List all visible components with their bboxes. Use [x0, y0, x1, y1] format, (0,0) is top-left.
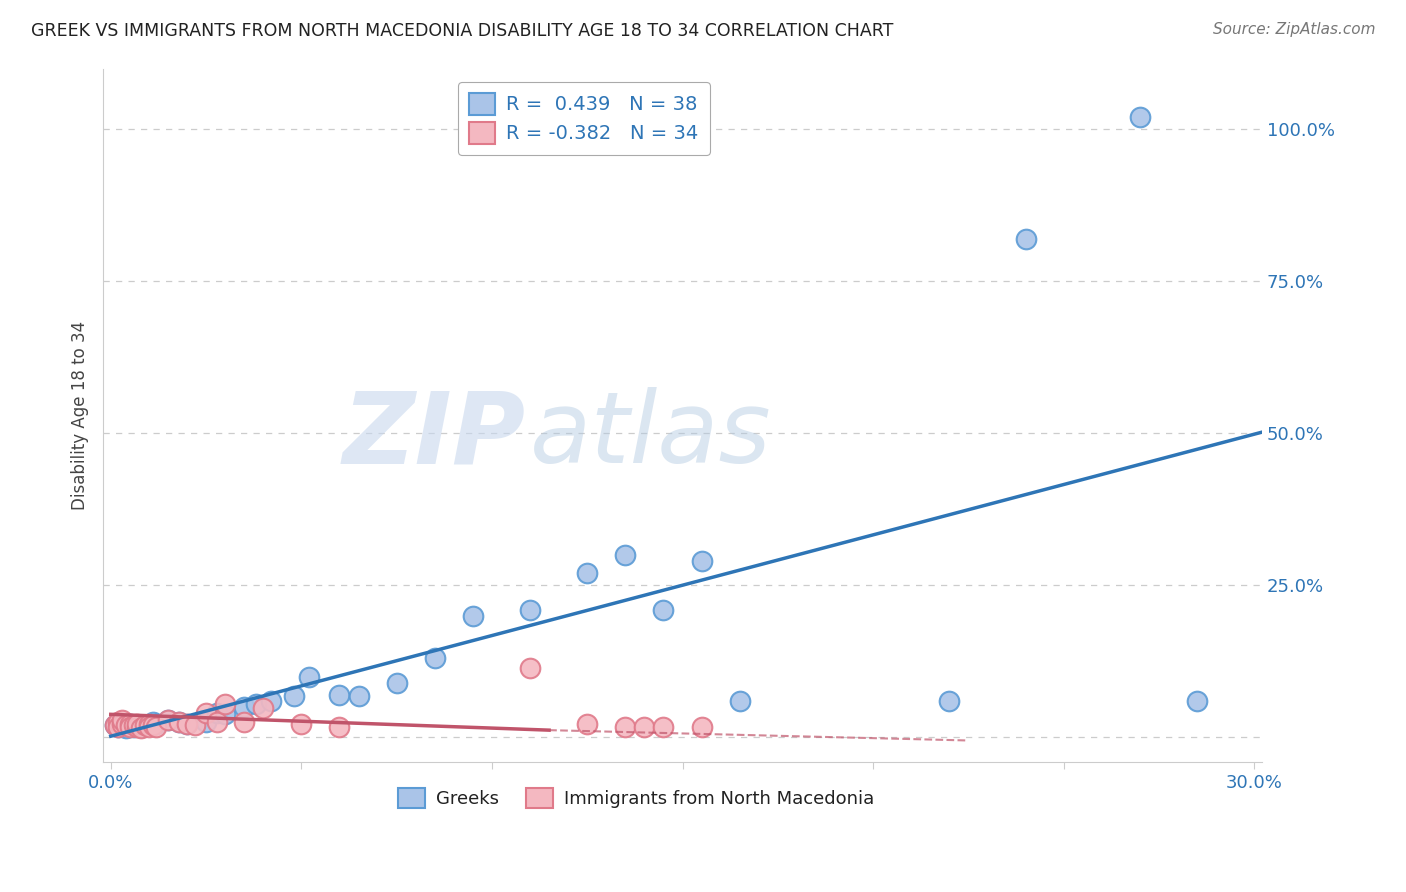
Point	[347, 689, 370, 703]
Point	[103, 718, 125, 732]
Point	[111, 717, 134, 731]
Point	[122, 719, 145, 733]
Point	[138, 719, 160, 733]
Point	[690, 719, 713, 733]
Point	[107, 719, 129, 733]
Point	[690, 554, 713, 568]
Point	[176, 717, 198, 731]
Point	[138, 718, 160, 732]
Point	[1185, 694, 1208, 708]
Point	[195, 706, 218, 720]
Point	[107, 719, 129, 733]
Point	[142, 718, 165, 732]
Legend: Greeks, Immigrants from North Macedonia: Greeks, Immigrants from North Macedonia	[391, 780, 882, 815]
Point	[423, 651, 446, 665]
Point	[145, 719, 167, 733]
Point	[169, 715, 191, 730]
Point	[207, 706, 229, 720]
Point	[290, 717, 312, 731]
Point	[652, 719, 675, 733]
Point	[142, 715, 165, 730]
Point	[283, 689, 305, 703]
Point	[111, 717, 134, 731]
Point	[118, 717, 141, 731]
Point	[519, 603, 541, 617]
Point	[519, 660, 541, 674]
Point	[576, 717, 599, 731]
Point	[1014, 232, 1036, 246]
Point	[461, 608, 484, 623]
Point	[115, 718, 138, 732]
Point	[145, 717, 167, 731]
Point	[252, 701, 274, 715]
Point	[103, 718, 125, 732]
Point	[298, 670, 321, 684]
Point	[195, 715, 218, 730]
Point	[233, 700, 256, 714]
Point	[156, 714, 179, 728]
Point	[134, 718, 156, 732]
Point	[328, 719, 350, 733]
Point	[111, 714, 134, 728]
Point	[127, 718, 149, 732]
Point	[385, 675, 408, 690]
Point	[207, 715, 229, 730]
Point	[260, 694, 283, 708]
Y-axis label: Disability Age 18 to 34: Disability Age 18 to 34	[72, 320, 89, 509]
Text: atlas: atlas	[530, 387, 770, 484]
Point	[127, 719, 149, 733]
Point	[118, 719, 141, 733]
Point	[127, 717, 149, 731]
Point	[118, 717, 141, 731]
Point	[176, 717, 198, 731]
Text: GREEK VS IMMIGRANTS FROM NORTH MACEDONIA DISABILITY AGE 18 TO 34 CORRELATION CHA: GREEK VS IMMIGRANTS FROM NORTH MACEDONIA…	[31, 22, 893, 40]
Point	[614, 548, 637, 562]
Point	[107, 715, 129, 730]
Point	[728, 694, 751, 708]
Point	[614, 719, 637, 733]
Point	[1129, 110, 1152, 124]
Point	[214, 697, 236, 711]
Point	[115, 722, 138, 736]
Point	[156, 714, 179, 728]
Point	[245, 697, 267, 711]
Point	[233, 715, 256, 730]
Point	[129, 720, 152, 734]
Point	[214, 707, 236, 722]
Point	[169, 715, 191, 730]
Point	[938, 694, 960, 708]
Point	[576, 566, 599, 581]
Point	[652, 603, 675, 617]
Point	[633, 719, 655, 733]
Point	[122, 718, 145, 732]
Point	[183, 718, 205, 732]
Text: ZIP: ZIP	[343, 387, 526, 484]
Text: Source: ZipAtlas.com: Source: ZipAtlas.com	[1212, 22, 1375, 37]
Point	[129, 722, 152, 736]
Point	[134, 718, 156, 732]
Point	[138, 717, 160, 731]
Point	[328, 688, 350, 702]
